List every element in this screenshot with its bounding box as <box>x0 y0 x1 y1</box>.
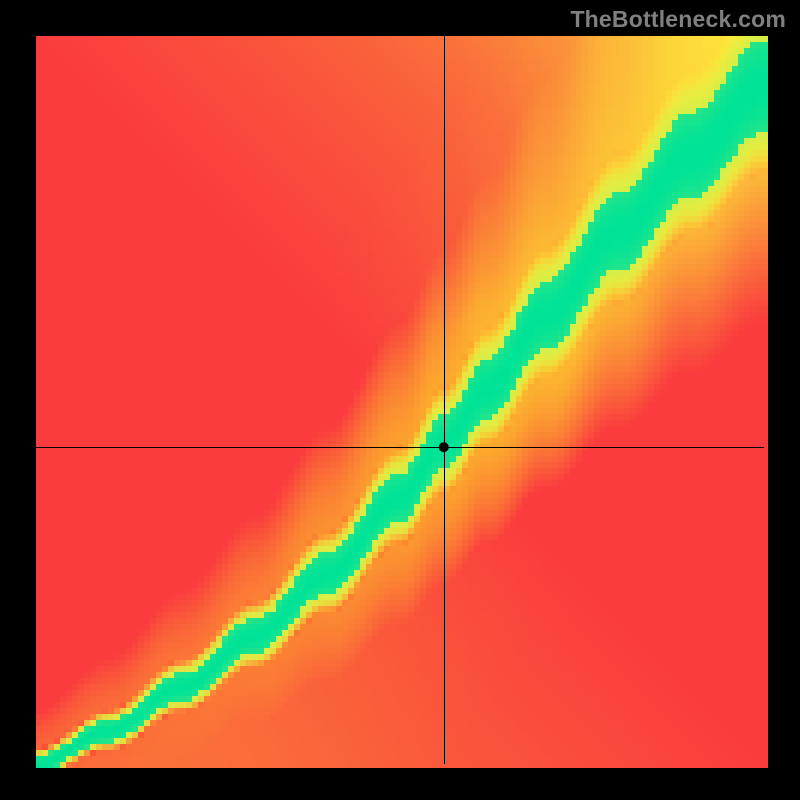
heatmap-canvas <box>0 0 800 800</box>
watermark-text: TheBottleneck.com <box>570 6 786 33</box>
chart-container: TheBottleneck.com <box>0 0 800 800</box>
